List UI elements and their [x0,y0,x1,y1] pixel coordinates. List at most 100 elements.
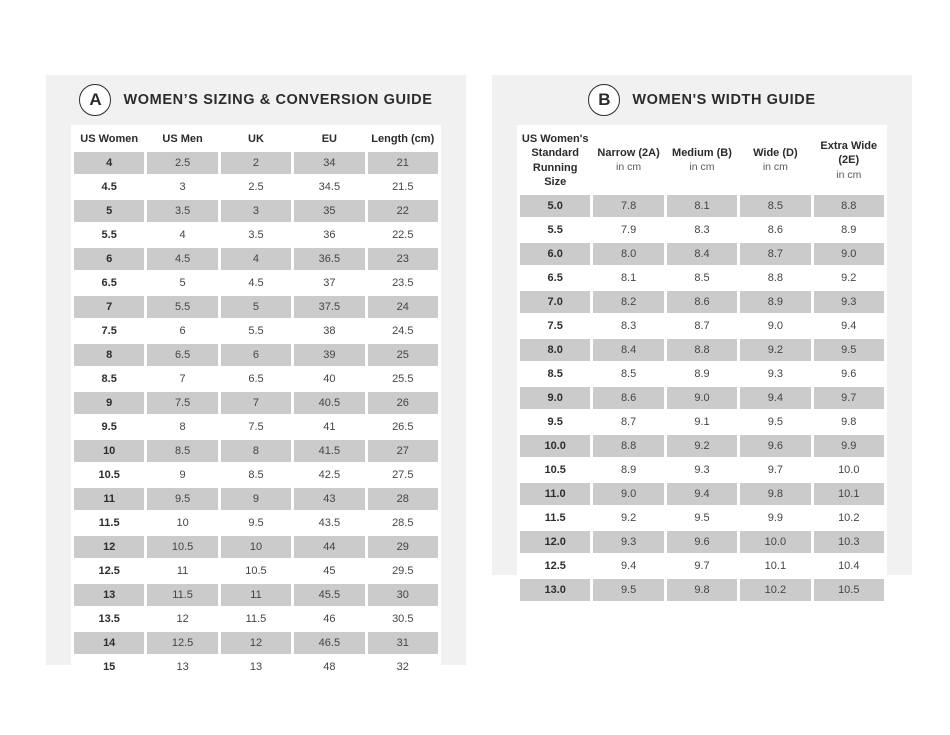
table-cell: 46 [294,608,365,631]
table-row: 5.5 4 3.5 36 22.5 [74,224,438,247]
table-cell: 36 [294,224,365,247]
table-cell: 12 [74,536,145,559]
table-cell: 13 [220,656,292,679]
table-cell: 6.0 [520,243,591,266]
table-cell: 8.3 [666,219,738,242]
table-cell: 2 [220,152,292,175]
table-cell: 37.5 [294,296,365,319]
table-cell: 27 [367,440,438,463]
column-header: US Women [80,133,139,145]
table-cell: 8 [220,440,292,463]
table-cell: 7.5 [520,315,591,338]
column-unit-label: in cm [836,168,862,181]
table-cell: 9.3 [813,291,884,314]
header-row: US Women's Standard Running Size Narrow (… [520,127,884,193]
table-cell: 2.5 [220,176,292,199]
table-cell: 6 [220,344,292,367]
table-cell: 21.5 [367,176,438,199]
table-cell: 24.5 [367,320,438,343]
table-cell: 9.5 [666,507,738,530]
table-cell: 4 [74,152,145,175]
column-header: UK [248,133,264,145]
table-cell: 45 [294,560,365,583]
table-row: 6.0 8.0 8.4 8.7 9.0 [520,243,884,266]
table-cell: 9.0 [813,243,884,266]
table-cell: 6 [74,248,145,271]
table-cell: 7.0 [520,291,591,314]
table-cell: 35 [294,200,365,223]
table-cell: 40 [294,368,365,391]
table-cell: 4.5 [147,248,218,271]
table-cell: 39 [294,344,365,367]
table-cell: 11 [147,560,218,583]
table-cell: 40.5 [294,392,365,415]
table-cell: 23.5 [367,272,438,295]
table-cell: 11.0 [520,483,591,506]
table-row: 8.5 7 6.5 40 25.5 [74,368,438,391]
table-row: 10 8.5 8 41.5 27 [74,440,438,463]
table-cell: 5.5 [520,219,591,242]
table-row: 8.0 8.4 8.8 9.2 9.5 [520,339,884,362]
sizing-panel-title: WOMEN’S SIZING & CONVERSION GUIDE [123,92,433,108]
table-row: 9 7.5 7 40.5 26 [74,392,438,415]
table-cell: 6.5 [220,368,292,391]
table-cell: 7.5 [74,320,145,343]
table-cell: 9.2 [740,339,811,362]
table-cell: 10 [220,536,292,559]
column-unit-label: in cm [616,161,642,174]
table-cell: 12.5 [147,632,218,655]
table-row: 11 9.5 9 43 28 [74,488,438,511]
table-cell: 9 [147,464,218,487]
table-body: 5.0 7.8 8.1 8.5 8.8 5.5 7.9 8.3 8.6 8.9 6.0 8.0 8.4 8… [520,195,884,602]
header-row: US Women US Men UK EU Length (cm) [74,127,438,150]
table-cell: 12 [220,632,292,655]
table-header: US Women's Standard Running Size Narrow (… [520,127,884,193]
sizing-panel-header: A WOMEN’S SIZING & CONVERSION GUIDE [46,75,466,125]
table-cell: 43 [294,488,365,511]
table-cell: 46.5 [294,632,365,655]
table-cell: 8 [147,416,218,439]
width-guide-table: US Women's Standard Running Size Narrow (… [517,125,887,604]
table-cell: 9.4 [740,387,811,410]
table-row: 13.5 12 11.5 46 30.5 [74,608,438,631]
table-row: 5.0 7.8 8.1 8.5 8.8 [520,195,884,218]
column-header: EU [321,133,337,145]
table-cell: 34.5 [294,176,365,199]
table-cell: 8.7 [740,243,811,266]
table-cell: 10 [147,512,218,535]
table-cell: 7 [147,368,218,391]
table-cell: 13 [147,656,218,679]
table-cell: 26 [367,392,438,415]
table-cell: 8.0 [593,243,664,266]
table-cell: 9.8 [666,579,738,602]
table-cell: 8.6 [740,219,811,242]
table-cell: 28.5 [367,512,438,535]
table-header: US Women US Men UK EU Length (cm) [74,127,438,150]
table-cell: 8.8 [740,267,811,290]
table-cell: 5.5 [74,224,145,247]
table-cell: 3 [220,200,292,223]
table-cell: 6.5 [520,267,591,290]
table-cell: 8.5 [740,195,811,218]
column-header: Length (cm) [371,133,435,145]
table-cell: 37 [294,272,365,295]
table-row: 5 3.5 3 35 22 [74,200,438,223]
table-cell: 9.7 [813,387,884,410]
table-cell: 25.5 [367,368,438,391]
table-cell: 13.0 [520,579,591,602]
table-cell: 13 [74,584,145,607]
table-cell: 12.5 [74,560,145,583]
table-cell: 9.2 [666,435,738,458]
table-cell: 10.1 [740,555,811,578]
table-cell: 10.0 [520,435,591,458]
table-cell: 7.8 [593,195,664,218]
table-row: 12.5 11 10.5 45 29.5 [74,560,438,583]
table-cell: 11.5 [520,507,591,530]
column-header: Wide (D) in cm [740,127,810,193]
table-cell: 10 [74,440,145,463]
table-cell: 6 [147,320,218,343]
table-cell: 12.0 [520,531,591,554]
column-header: US Men [162,133,203,145]
table-cell: 4 [147,224,218,247]
table-cell: 8.9 [666,363,738,386]
